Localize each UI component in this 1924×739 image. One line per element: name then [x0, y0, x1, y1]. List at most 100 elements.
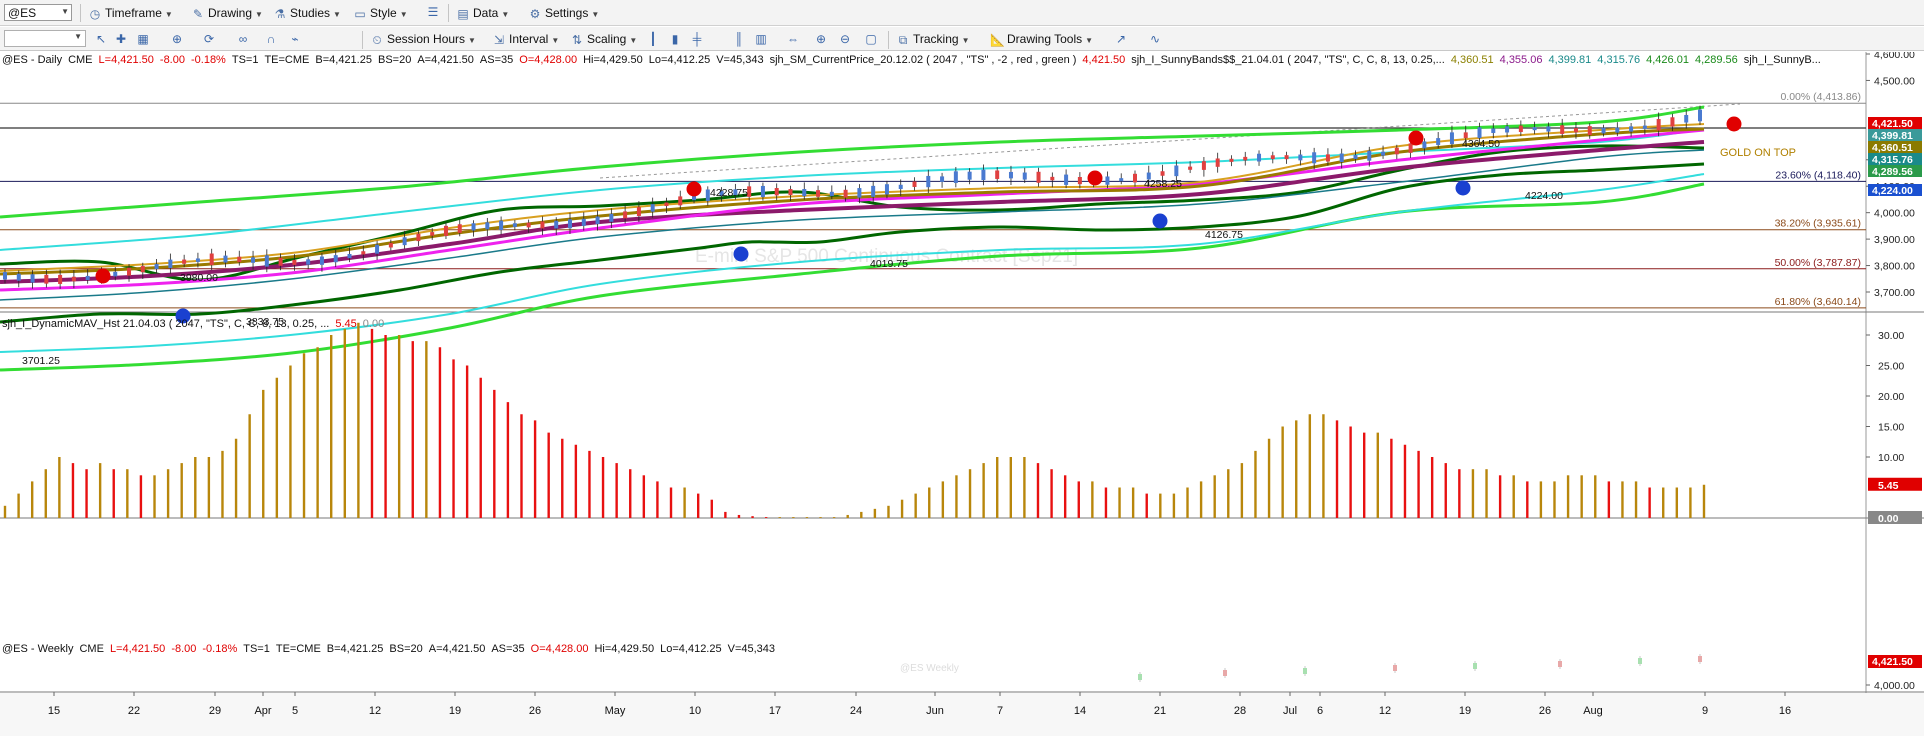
bar-chart-icon[interactable]: ▮ — [671, 32, 679, 46]
weekly-candles: 4,421.50 4,000.00 — [1138, 654, 1922, 692]
date-label: 19 — [1459, 705, 1471, 717]
date-label: 16 — [1779, 705, 1791, 717]
interval-menu[interactable]: ⇲ Interval ▼ — [493, 32, 560, 47]
date-label: 17 — [769, 705, 781, 717]
price-label: 3701.25 — [22, 355, 60, 367]
candle-body — [609, 213, 614, 222]
price-label: 4224.00 — [1525, 190, 1563, 202]
drawing-menu[interactable]: ✎ Drawing ▼ — [192, 6, 263, 21]
pct-change: -0.18% — [190, 54, 226, 66]
candle-body — [981, 169, 986, 181]
session-hours-menu[interactable]: ⏲ Session Hours ▼ — [370, 30, 476, 48]
layout-icon[interactable]: ☰ — [427, 5, 439, 19]
price-tick-label: 4,600.00 — [1874, 52, 1915, 61]
link-icon[interactable]: ∞ — [238, 32, 248, 46]
histogram-tick-label: 25.00 — [1878, 361, 1904, 373]
date-axis[interactable]: 15 22 29 Apr 5 12 19 26 May 10 17 24 Jun 7 14 21 28 Jul 6 1… — [48, 692, 1791, 717]
main-toolbar: @ES ▼ ◷ Timeframe ▼ ✎ Drawing ▼ ⚗ Studies ▼ ▭ St… — [0, 0, 1924, 26]
trend-icon[interactable]: ↗ — [1115, 32, 1127, 46]
zoom-icon[interactable]: ⊕ — [171, 32, 183, 46]
candle-body — [1642, 125, 1647, 129]
candle-body — [1312, 152, 1317, 164]
candle-body — [264, 255, 269, 267]
price-badge — [1868, 184, 1922, 196]
date-label: Apr — [254, 705, 271, 717]
weekly-badge-label: 4,421.50 — [1872, 656, 1913, 668]
price-badge-label: 4,399.81 — [1872, 130, 1913, 142]
plug-icon[interactable]: ⌁ — [291, 32, 299, 46]
study-value: 4,289.56 — [1694, 54, 1738, 66]
candle-body — [388, 242, 393, 248]
candle-body — [457, 224, 462, 233]
exchange-label: CME — [79, 643, 104, 655]
data-icon: ▤ — [457, 6, 469, 21]
candle-body — [127, 267, 132, 276]
price-badge-label: 4,421.50 — [1872, 118, 1913, 130]
candlestick-icon[interactable]: ┃ — [649, 32, 657, 46]
date-label: 29 — [209, 705, 221, 717]
histogram-tick-label: 20.00 — [1878, 391, 1904, 403]
data-menu[interactable]: ▤ Data ▼ — [457, 6, 510, 21]
settings-menu[interactable]: ⚙ Settings ▼ — [529, 6, 600, 21]
bars-wide-icon[interactable]: ▥ — [755, 32, 767, 46]
chart-area[interactable]: E-mini S&P 500 Continuous Contract [Sep2… — [0, 49, 1924, 736]
pan-icon[interactable]: ▢ — [865, 32, 877, 46]
candle-body — [1656, 119, 1661, 131]
candle-body — [1463, 132, 1468, 139]
candle-body — [58, 274, 63, 284]
candle-body — [402, 237, 407, 246]
scroll-icon[interactable]: ⇔ — [787, 32, 799, 46]
scaling-icon: ⇅ — [571, 32, 583, 47]
price-label: 3980.00 — [180, 272, 218, 284]
sell-signal-marker — [686, 181, 702, 197]
zoom-in-icon[interactable]: ⊕ — [815, 32, 827, 46]
candle-body — [650, 204, 655, 212]
workspace-dropdown[interactable]: ▼ — [4, 30, 86, 47]
timeframe-menu[interactable]: ◷ Timeframe ▼ — [89, 6, 173, 21]
candle-body — [140, 266, 145, 273]
symbol-input[interactable]: @ES ▼ — [4, 4, 72, 21]
candle-body — [1257, 153, 1262, 162]
bars-narrow-icon[interactable]: ║ — [734, 32, 744, 46]
gold-on-top-annotation: GOLD ON TOP — [1720, 147, 1796, 159]
zoom-out-icon[interactable]: ⊖ — [839, 32, 851, 46]
chart-canvas[interactable]: E-mini S&P 500 Continuous Contract [Sep2… — [0, 49, 1924, 736]
candle-body — [1629, 126, 1634, 132]
histogram-bars — [3, 322, 1706, 518]
grid-icon[interactable]: ▦ — [137, 32, 149, 46]
candle-body — [1601, 127, 1606, 134]
weekly-candle — [1638, 658, 1642, 664]
crosshair-icon[interactable]: ✚ — [115, 32, 127, 46]
weekly-candle — [1393, 665, 1397, 671]
ask-size: AS=35 — [479, 54, 514, 66]
weekly-watermark: @ES Weekly — [900, 663, 959, 674]
study-value: 4,355.06 — [1499, 54, 1543, 66]
ohlc-icon[interactable]: ╪ — [692, 32, 702, 46]
candle-body — [1229, 158, 1234, 162]
drawing-tools-menu[interactable]: 📐 Drawing Tools ▼ — [990, 32, 1094, 47]
candle-body — [182, 259, 187, 264]
gear-icon: ⚙ — [529, 6, 541, 21]
candle-body — [967, 171, 972, 180]
candle-body — [1050, 176, 1055, 181]
style-menu[interactable]: ▭ Style ▼ — [354, 6, 408, 21]
scaling-menu[interactable]: ⇅ Scaling ▼ — [571, 32, 638, 47]
histogram-tick-label: 15.00 — [1878, 422, 1904, 434]
studies-menu[interactable]: ⚗ Studies ▼ — [274, 6, 341, 21]
magnet-icon[interactable]: ∩ — [266, 32, 276, 46]
candle-body — [1408, 143, 1413, 153]
candle-body — [760, 185, 765, 198]
date-label: 10 — [689, 705, 701, 717]
histogram-axis[interactable]: 30.00 25.00 20.00 15.00 10.00 5.45 0.00 — [1866, 330, 1922, 525]
band-line — [0, 105, 1705, 219]
date-label: Aug — [1583, 705, 1603, 717]
candle-body — [843, 189, 848, 198]
fx-icon[interactable]: ∿ — [1149, 32, 1161, 46]
date-label: 5 — [292, 705, 298, 717]
cursor-icon[interactable]: ↖ — [95, 32, 107, 46]
histogram-tick-label: 30.00 — [1878, 330, 1904, 342]
refresh-icon[interactable]: ⟳ — [203, 32, 215, 46]
tracking-menu[interactable]: ⧉ Tracking ▼ — [896, 30, 970, 48]
candle-body — [774, 188, 779, 196]
date-label: May — [605, 705, 626, 717]
